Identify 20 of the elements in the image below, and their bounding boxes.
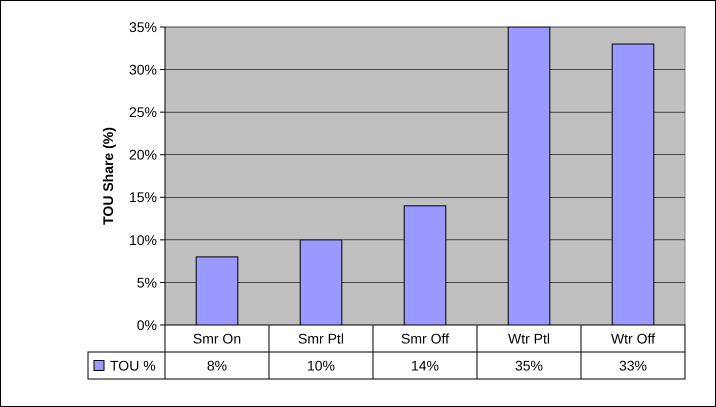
data-label: 33%	[618, 357, 648, 374]
y-tick-label: 30%	[128, 61, 157, 78]
legend-label: TOU %	[110, 357, 156, 374]
x-tick-label: Wtr Off	[610, 330, 656, 346]
data-label: 8%	[206, 357, 228, 374]
y-tick-label: 25%	[128, 104, 157, 120]
x-tick-label: Smr Off	[401, 330, 450, 346]
data-label: 10%	[306, 357, 336, 374]
y-axis-title: TOU Share (%)	[100, 127, 116, 225]
y-tick-label: 15%	[128, 189, 157, 206]
y-tick-label: 5%	[136, 274, 157, 290]
data-label: 14%	[410, 357, 440, 374]
x-tick-label: Smr Ptl	[298, 330, 344, 346]
y-tick-label: 0%	[136, 316, 157, 333]
y-tick-label: 35%	[128, 18, 157, 35]
data-label: 35%	[514, 357, 544, 374]
y-tick-label: 20%	[128, 146, 157, 163]
x-tick-label: Smr On	[192, 330, 242, 346]
y-tick-label: 10%	[128, 232, 157, 248]
x-tick-label: Wtr Ptl	[508, 330, 550, 346]
